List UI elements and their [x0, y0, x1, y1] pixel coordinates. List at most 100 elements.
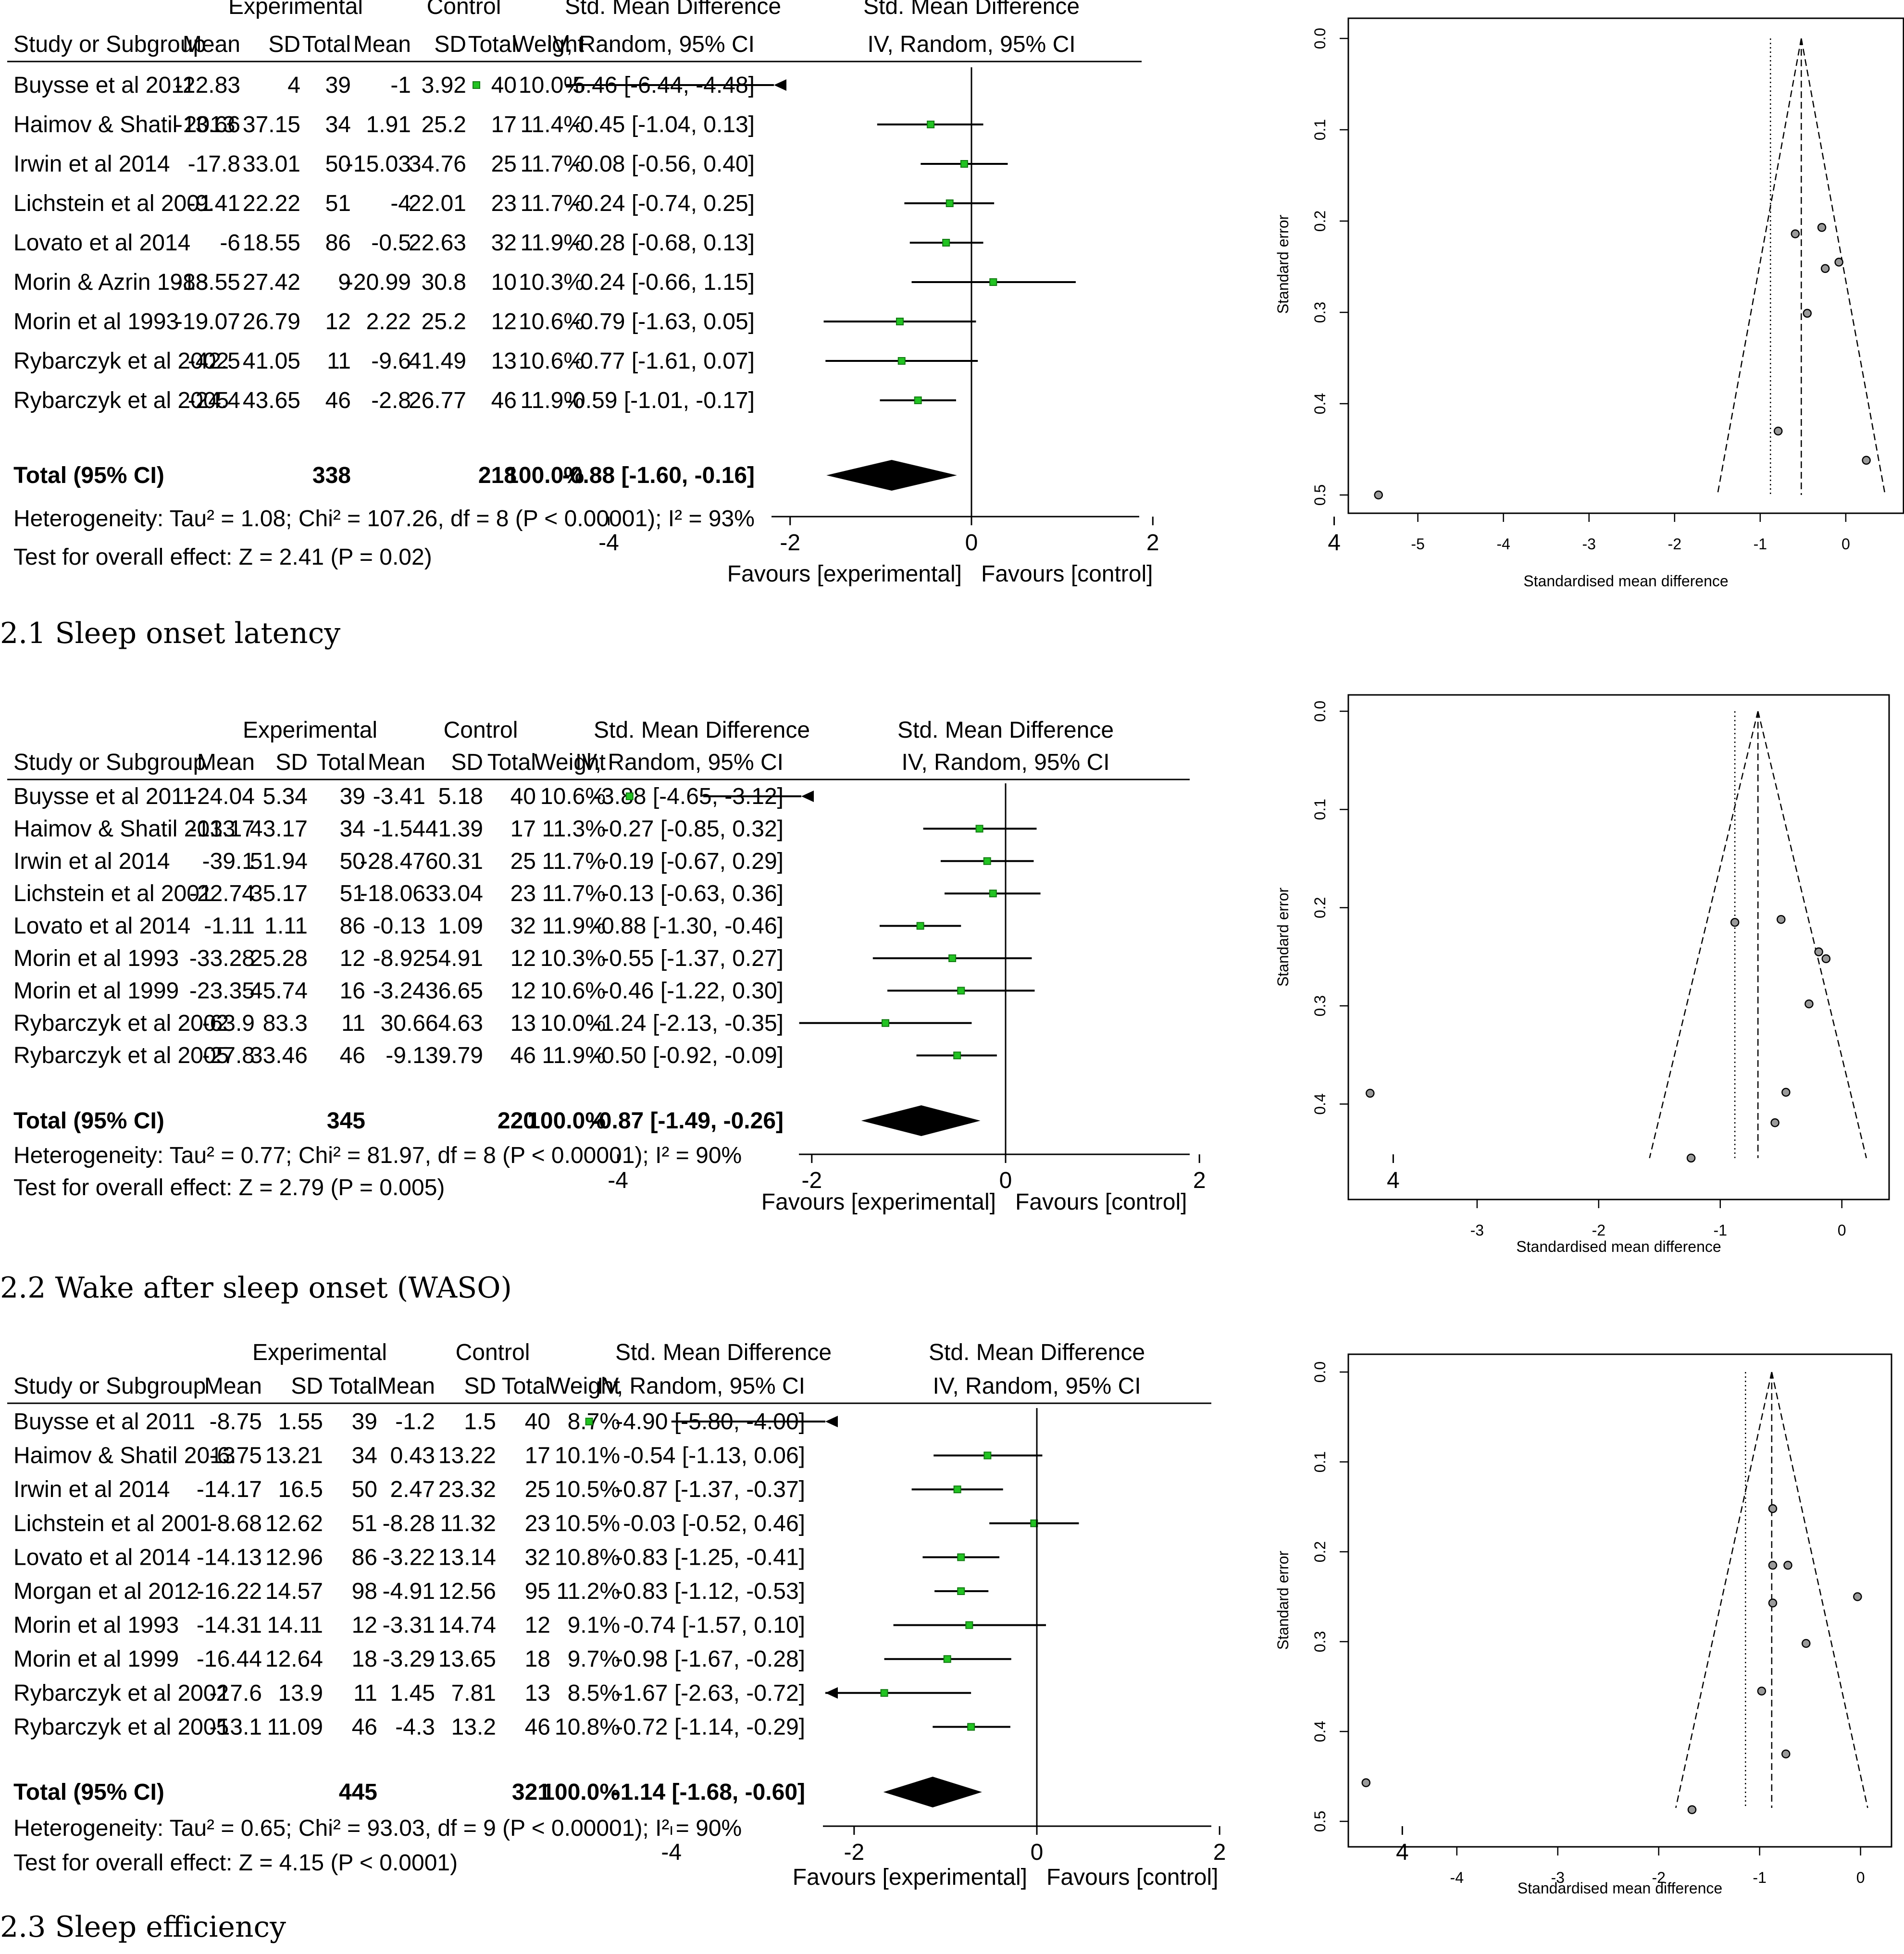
exp-sd: 13.9	[278, 1681, 323, 1706]
pooled-diamond	[826, 460, 957, 491]
study-name: Haimov & Shatil 2013	[13, 1443, 236, 1469]
ctl-total: 46	[510, 1043, 536, 1068]
ci-text: -1.24 [-2.13, -0.35]	[594, 1011, 784, 1036]
exp-mean: -14.31	[197, 1613, 262, 1638]
exp-mean: -9.41	[188, 191, 240, 216]
ctl-mean: -15.03	[346, 151, 411, 177]
ci-text: -0.83 [-1.25, -0.41]	[615, 1545, 805, 1570]
ctl-mean: -9.6	[371, 348, 411, 374]
weight: 11.7%	[520, 151, 584, 177]
x-tick-label: 0	[999, 1168, 1012, 1193]
header-study: Study or Subgroup	[13, 32, 206, 57]
funnel-point	[1820, 264, 1830, 273]
ci-text: -0.59 [-1.01, -0.17]	[565, 388, 755, 413]
ctl-total: 32	[491, 230, 517, 256]
total-weight: 100.0%	[506, 463, 584, 488]
exp-sd: 26.79	[243, 309, 300, 334]
funnel-frame	[1347, 694, 1890, 1200]
study-name: Buysse et al 2011	[13, 73, 195, 98]
funnel-point	[1361, 1778, 1371, 1787]
header-control-total: Total	[502, 1373, 550, 1399]
ctl-mean: -9.1	[386, 1043, 425, 1068]
weight: 10.6%	[519, 348, 584, 374]
exp-mean: -33.28	[189, 946, 255, 971]
ctl-total: 13	[510, 1011, 536, 1036]
x-tick-label: -4	[661, 1840, 682, 1865]
exp-mean: -17.6	[210, 1681, 262, 1706]
funnel-point	[1817, 223, 1827, 232]
ctl-mean: -8.28	[383, 1511, 435, 1536]
ctl-total: 18	[525, 1646, 550, 1672]
ci-text: -0.46 [-1.22, 0.30]	[601, 978, 784, 1003]
funnel-y-tick-label: 0.3	[1311, 995, 1329, 1016]
funnel-point	[1768, 1560, 1778, 1570]
study-point	[585, 1418, 593, 1425]
ctl-total: 23	[525, 1511, 550, 1536]
x-tick-label: 4	[1396, 1840, 1409, 1865]
funnel-left-bound	[1649, 711, 1759, 1159]
ctl-sd: 7.81	[451, 1681, 496, 1706]
exp-sd: 12.96	[265, 1545, 323, 1570]
exp-mean: -13.1	[210, 1714, 262, 1740]
header-control-sd: SD	[434, 32, 466, 57]
ctl-sd: 3.92	[422, 73, 466, 98]
weight: 8.7%	[568, 1409, 620, 1435]
header-control-sd: SD	[451, 750, 483, 775]
ctl-mean: -2.8	[371, 388, 411, 413]
study-point	[957, 1587, 965, 1595]
ctl-sd: 25.2	[422, 112, 466, 137]
study-point	[953, 1485, 961, 1494]
ctl-sd: 13.14	[438, 1545, 496, 1570]
study-point	[957, 1553, 965, 1561]
exp-mean: -13.55	[175, 270, 240, 295]
header-weight: Weight	[512, 32, 584, 57]
exp-mean: -8.68	[210, 1511, 262, 1536]
funnel-plot-2: -3 -2 -1 0 0.0 0.1 0.2 0.3 0.4 Standardised mean …	[1274, 694, 1890, 1255]
weight: 10.6%	[519, 309, 584, 334]
funnel-point	[1803, 309, 1812, 318]
header-control: Control	[427, 0, 501, 19]
exp-mean: -16.44	[197, 1646, 262, 1672]
study-point	[943, 1655, 951, 1663]
exp-mean: -42.5	[188, 348, 240, 374]
exp-sd: 14.11	[267, 1613, 323, 1638]
ctl-mean: -4	[390, 191, 411, 216]
weight: 11.9%	[542, 1043, 606, 1068]
ctl-sd: 34.76	[409, 151, 466, 177]
ctl-mean: -1	[390, 73, 411, 98]
ctl-mean: -3.22	[383, 1545, 435, 1570]
study-name: Rybarczyk et al 2002	[13, 348, 229, 374]
ctl-total: 25	[491, 151, 517, 177]
study-point	[896, 318, 904, 325]
ctl-total: 13	[491, 348, 517, 374]
exp-mean: -8.75	[210, 1409, 262, 1435]
ci-text: -0.83 [-1.12, -0.53]	[615, 1579, 805, 1604]
ctl-mean: -1.2	[395, 1409, 435, 1435]
funnel-frame	[1347, 1353, 1892, 1848]
ci-text: -0.54 [-1.13, 0.06]	[623, 1443, 805, 1469]
header-plot-title: Std. Mean Difference	[897, 717, 1114, 743]
weight: 11.2%	[556, 1579, 620, 1604]
caption: 2.1 Sleep onset latency	[0, 617, 340, 650]
study-point	[625, 792, 634, 800]
funnel-x-label: Standardised mean difference	[1516, 1238, 1721, 1255]
ctl-total: 32	[510, 914, 536, 939]
x-tick-label: 0	[965, 530, 978, 556]
ctl-total: 46	[525, 1714, 550, 1740]
ci-text: -0.72 [-1.14, -0.29]	[615, 1714, 805, 1740]
funnel-x-tick-label: -4	[1496, 535, 1510, 553]
header-control-mean: Mean	[353, 32, 411, 57]
funnel-x-tick-label: -1	[1753, 1869, 1766, 1886]
funnel-y-tick-label: 0.0	[1311, 1361, 1329, 1383]
study-point	[960, 160, 968, 168]
study-point	[882, 1019, 890, 1027]
header-ci: IV, Random, 95% CI	[575, 750, 784, 775]
study-point	[989, 278, 997, 286]
ci-text: -0.28 [-0.68, 0.13]	[572, 230, 755, 256]
total-label: Total (95% CI)	[13, 1108, 164, 1134]
funnel-right-bound	[1771, 1372, 1868, 1808]
exp-sd: 4	[287, 73, 300, 98]
funnel-x-tick-label: -1	[1714, 1222, 1727, 1239]
study-name: Haimov & Shatil 2013	[13, 816, 236, 841]
ctl-sd: 22.01	[409, 191, 466, 216]
